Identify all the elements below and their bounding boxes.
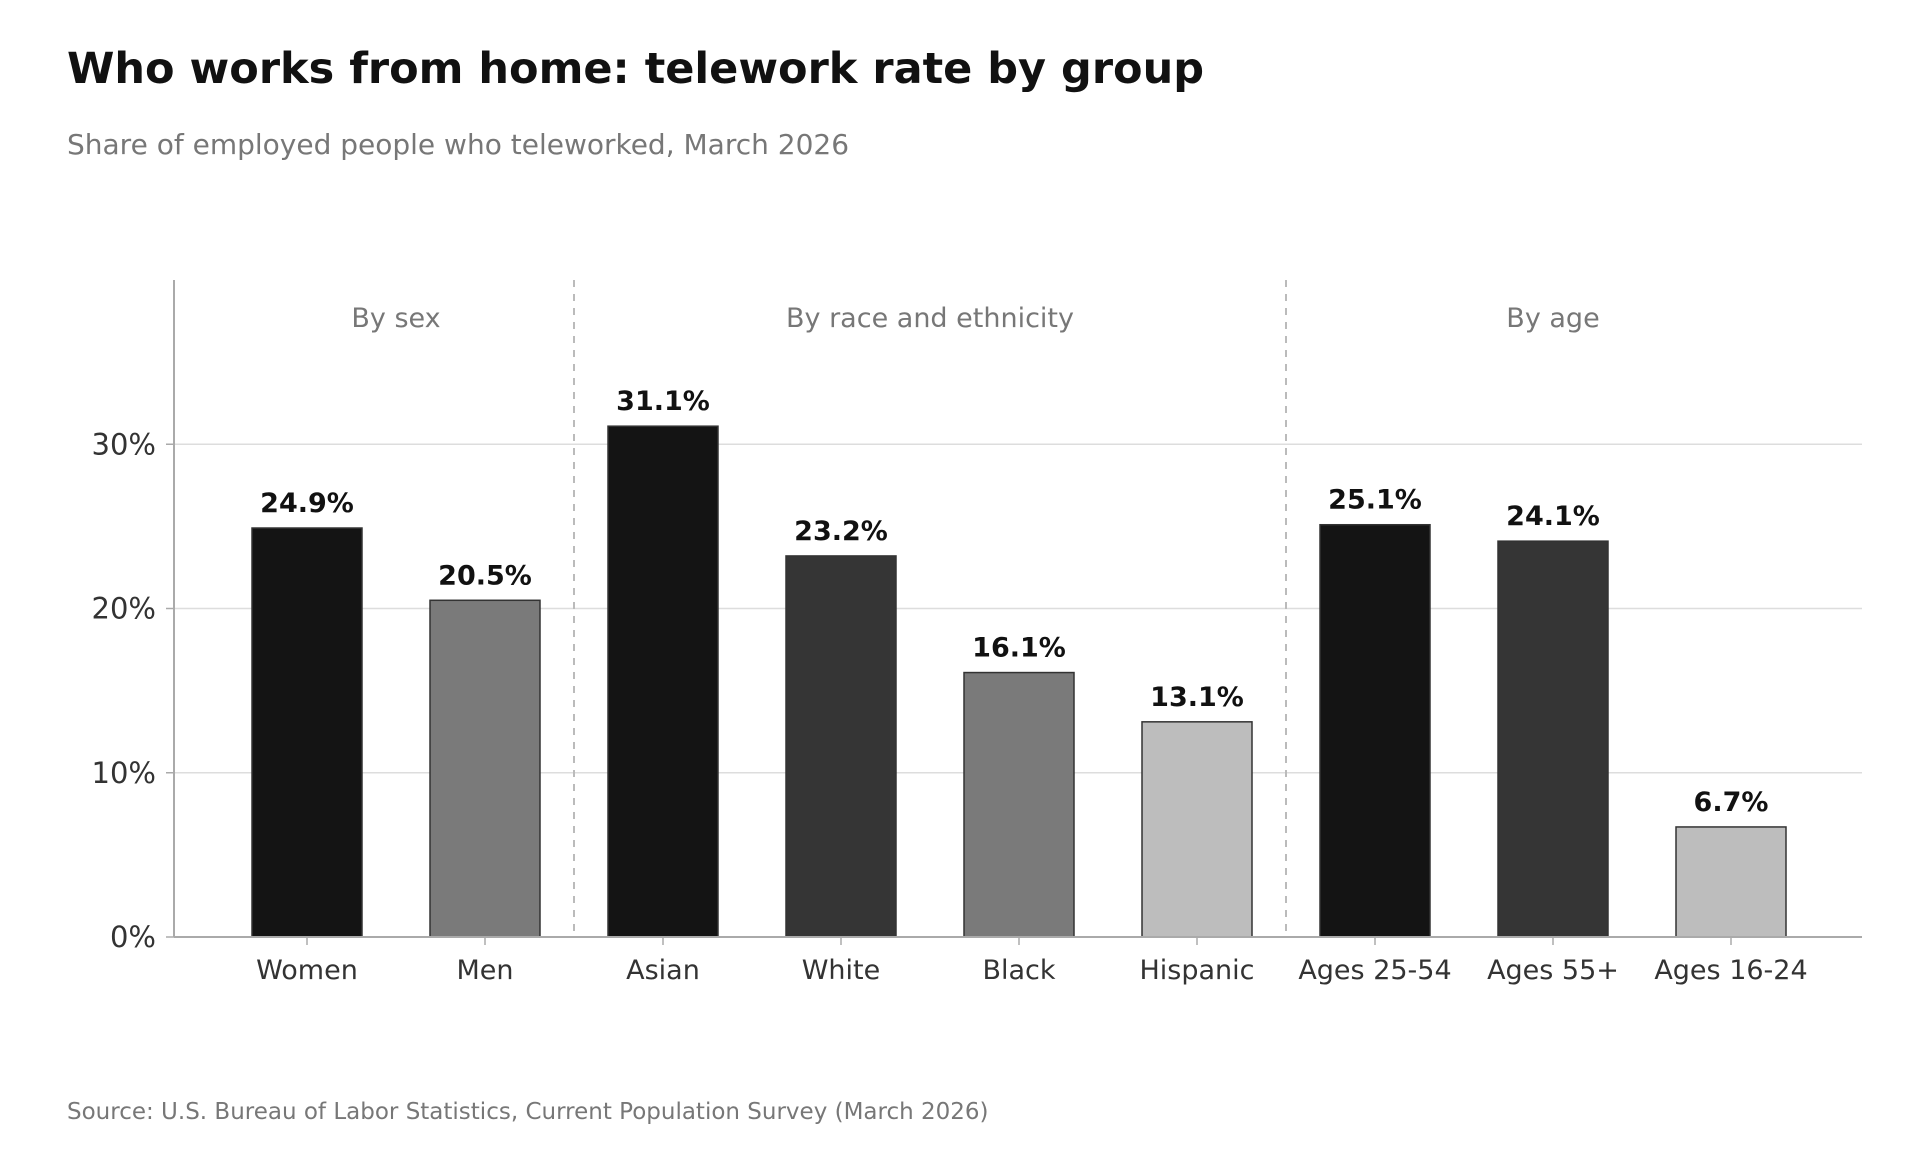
y-tick-label: 30%: [92, 427, 156, 461]
data-label: 25.1%: [1328, 485, 1422, 516]
bar: [1141, 721, 1253, 938]
data-label: 31.1%: [616, 386, 710, 417]
y-tick-label: 10%: [92, 756, 156, 790]
bar: [963, 671, 1075, 938]
bar: [429, 599, 541, 938]
bar: [1319, 523, 1431, 938]
x-tick-label: Ages 16-24: [1654, 955, 1807, 986]
group-separators: [573, 280, 1287, 937]
data-label: 23.2%: [794, 516, 888, 547]
labels: 0% 10% 20% 30% By sex By race and ethnicity By…: [92, 303, 1808, 986]
bar: [607, 425, 719, 938]
x-tick-label: Ages 25-54: [1298, 955, 1451, 986]
data-label: 24.1%: [1506, 501, 1600, 532]
x-tick-label: White: [802, 955, 881, 986]
data-label: 16.1%: [972, 633, 1066, 664]
data-label: 20.5%: [438, 560, 532, 591]
data-label: 24.9%: [260, 488, 354, 519]
bar: [251, 527, 363, 938]
data-label: 13.1%: [1150, 682, 1244, 713]
group-label: By race and ethnicity: [786, 303, 1074, 334]
x-tick-label: Ages 55+: [1487, 955, 1619, 986]
bars: [251, 425, 1787, 938]
x-tick-label: Hispanic: [1139, 955, 1254, 986]
x-tick-label: Black: [982, 955, 1055, 986]
x-tick-label: Women: [256, 955, 358, 986]
x-tick-label: Asian: [626, 955, 700, 986]
axes: [166, 280, 1862, 945]
bar: [785, 555, 897, 938]
group-label: By sex: [351, 303, 440, 334]
bar: [1675, 826, 1787, 938]
chart-title: Who works from home: telework rate by gr…: [67, 44, 1204, 94]
x-tick-label: Men: [456, 955, 513, 986]
y-tick-label: 0%: [110, 920, 156, 954]
chart-subtitle: Share of employed people who teleworked,…: [67, 128, 850, 161]
y-tick-label: 20%: [92, 592, 156, 626]
bar: [1497, 540, 1609, 938]
chart-source: Source: U.S. Bureau of Labor Statistics,…: [67, 1099, 989, 1125]
group-label: By age: [1506, 303, 1599, 334]
data-label: 6.7%: [1694, 787, 1769, 818]
